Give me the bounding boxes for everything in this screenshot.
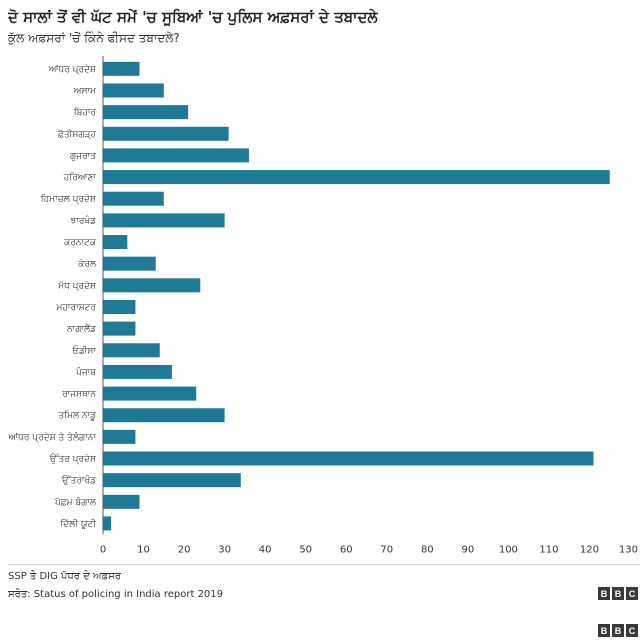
x-tick-label: 0 <box>100 544 106 555</box>
bar <box>103 408 225 423</box>
category-label: ਮਹਾਰਾਸ਼ਟਰ <box>55 303 96 313</box>
x-tick-label: 130 <box>619 544 638 555</box>
bar <box>103 148 249 163</box>
x-tick-label: 80 <box>421 544 434 555</box>
category-label: ਰਾਜਸਥਾਨ <box>61 390 96 400</box>
category-label: ਆਂਧਰ ਪ੍ਰਦੇਸ਼ ਤੇ ਤੇਲੰਗਾਨਾ <box>7 431 96 443</box>
bar <box>103 126 229 141</box>
category-label: ਅਸਾਮ <box>73 86 97 96</box>
category-label: ਉੱਤਰ ਪ੍ਰਦੇਸ਼ <box>49 454 97 465</box>
footnote: SSP ਤੇ DIG ਪੱਧਰ ਦੇ ਅਫ਼ਸਰ <box>8 571 122 582</box>
category-label: ਹਿਮਾਚਲ ਪ੍ਰਦੇਸ਼ <box>40 194 97 205</box>
category-label: ਪੰਜਾਬ <box>75 366 96 378</box>
bar <box>103 299 136 314</box>
bbc-logo: B B C <box>598 624 638 637</box>
bar <box>103 191 164 206</box>
category-label: ਓਡੀਸ਼ਾ <box>71 344 96 356</box>
x-tick-label: 120 <box>580 544 599 555</box>
x-tick-label: 40 <box>259 544 272 555</box>
x-tick-label: 50 <box>299 544 312 555</box>
bbc-logo: B B C <box>598 587 638 600</box>
bar <box>103 278 201 293</box>
x-tick-label: 10 <box>137 544 150 555</box>
category-label: ਤਮਿਲ ਨਾਡੂ <box>57 410 97 421</box>
category-labels: ਆਂਧਰ ਪ੍ਰਦੇਸ਼ ਅਸਾਮ ਬਿਹਾਰ ਛੱਤੀਸਗੜ੍ਹ ਗੁਜਰਾਤ ਹਰਿਆ… <box>7 64 97 530</box>
category-label: ਛੱਤੀਸਗੜ੍ਹ <box>57 129 97 140</box>
bar <box>103 451 594 466</box>
chart-title: ਦੋ ਸਾਲਾਂ ਤੋਂ ਵੀ ਘੱਟ ਸਮੇਂ 'ਚ ਸੂਬਿਆਂ 'ਚ ਪੁ… <box>8 8 378 26</box>
bar <box>103 386 197 401</box>
bar <box>103 473 241 488</box>
bar <box>103 494 140 509</box>
x-axis-ticks: 0 10 20 30 40 50 60 70 80 90 100 110 120 130 <box>100 544 638 555</box>
bbc-logo-letter: C <box>626 587 638 600</box>
x-tick-label: 90 <box>461 544 474 555</box>
bar <box>103 516 112 531</box>
bar <box>103 364 172 379</box>
category-label: ਝਾਰਖੰਡ <box>70 214 98 226</box>
bar <box>103 343 160 358</box>
category-label: ਬਿਹਾਰ <box>73 107 97 118</box>
bar <box>103 61 140 76</box>
category-label: ਪੱਛਮ ਬੰਗਾਲ <box>54 496 97 508</box>
bar <box>103 170 610 185</box>
x-tick-label: 110 <box>539 544 558 555</box>
bbc-logo-letter: B <box>598 624 610 637</box>
bbc-logo-letter: C <box>626 624 638 637</box>
source-note: ਸਰੋਤ: Status of policing in India report… <box>8 589 224 600</box>
bar <box>103 429 136 444</box>
bbc-logo-letter: B <box>612 624 624 637</box>
bar <box>103 256 156 271</box>
x-tick-label: 70 <box>380 544 393 555</box>
category-label: ਗੁਜਰਾਤ <box>69 151 96 161</box>
category-label: ਉੱਤਰਾਖੰਡ <box>61 474 97 486</box>
x-tick-label: 60 <box>340 544 353 555</box>
bar <box>103 235 128 250</box>
category-label: ਦਿੱਲੀ ਯੂਟੀ <box>59 518 96 529</box>
category-label: ਕਰਨਾਟਕ <box>63 238 97 248</box>
bar <box>103 213 225 228</box>
bbc-logo-letter: B <box>598 587 610 600</box>
category-label: ਨਾਗਾਲੈਂਡ <box>66 324 97 335</box>
x-tick-label: 20 <box>178 544 191 555</box>
category-label: ਮੱਧ ਪ੍ਰਦੇਸ਼ <box>57 280 97 291</box>
x-tick-label: 100 <box>499 544 518 555</box>
footer-divider <box>8 564 640 565</box>
chart-subtitle: ਕੁੱਲ ਅਫ਼ਸਰਾਂ 'ਚੋਂ ਕਿੰਨੇ ਫੀਸਦ ਤਬਾਦਲੇ? <box>8 31 180 45</box>
bar <box>103 83 164 98</box>
bar <box>103 321 136 336</box>
category-label: ਕੇਰਲ <box>77 259 97 270</box>
bar-chart: ਆਂਧਰ ਪ੍ਰਦੇਸ਼ ਅਸਾਮ ਬਿਹਾਰ ਛੱਤੀਸਗੜ੍ਹ ਗੁਜਰਾਤ ਹਰਿਆ… <box>7 56 638 555</box>
bars <box>103 61 610 531</box>
x-tick-label: 30 <box>218 544 231 555</box>
bar <box>103 105 189 120</box>
category-label: ਆਂਧਰ ਪ੍ਰਦੇਸ਼ <box>48 64 97 75</box>
bbc-logo-letter: B <box>612 587 624 600</box>
category-label: ਹਰਿਆਣਾ <box>63 172 97 183</box>
